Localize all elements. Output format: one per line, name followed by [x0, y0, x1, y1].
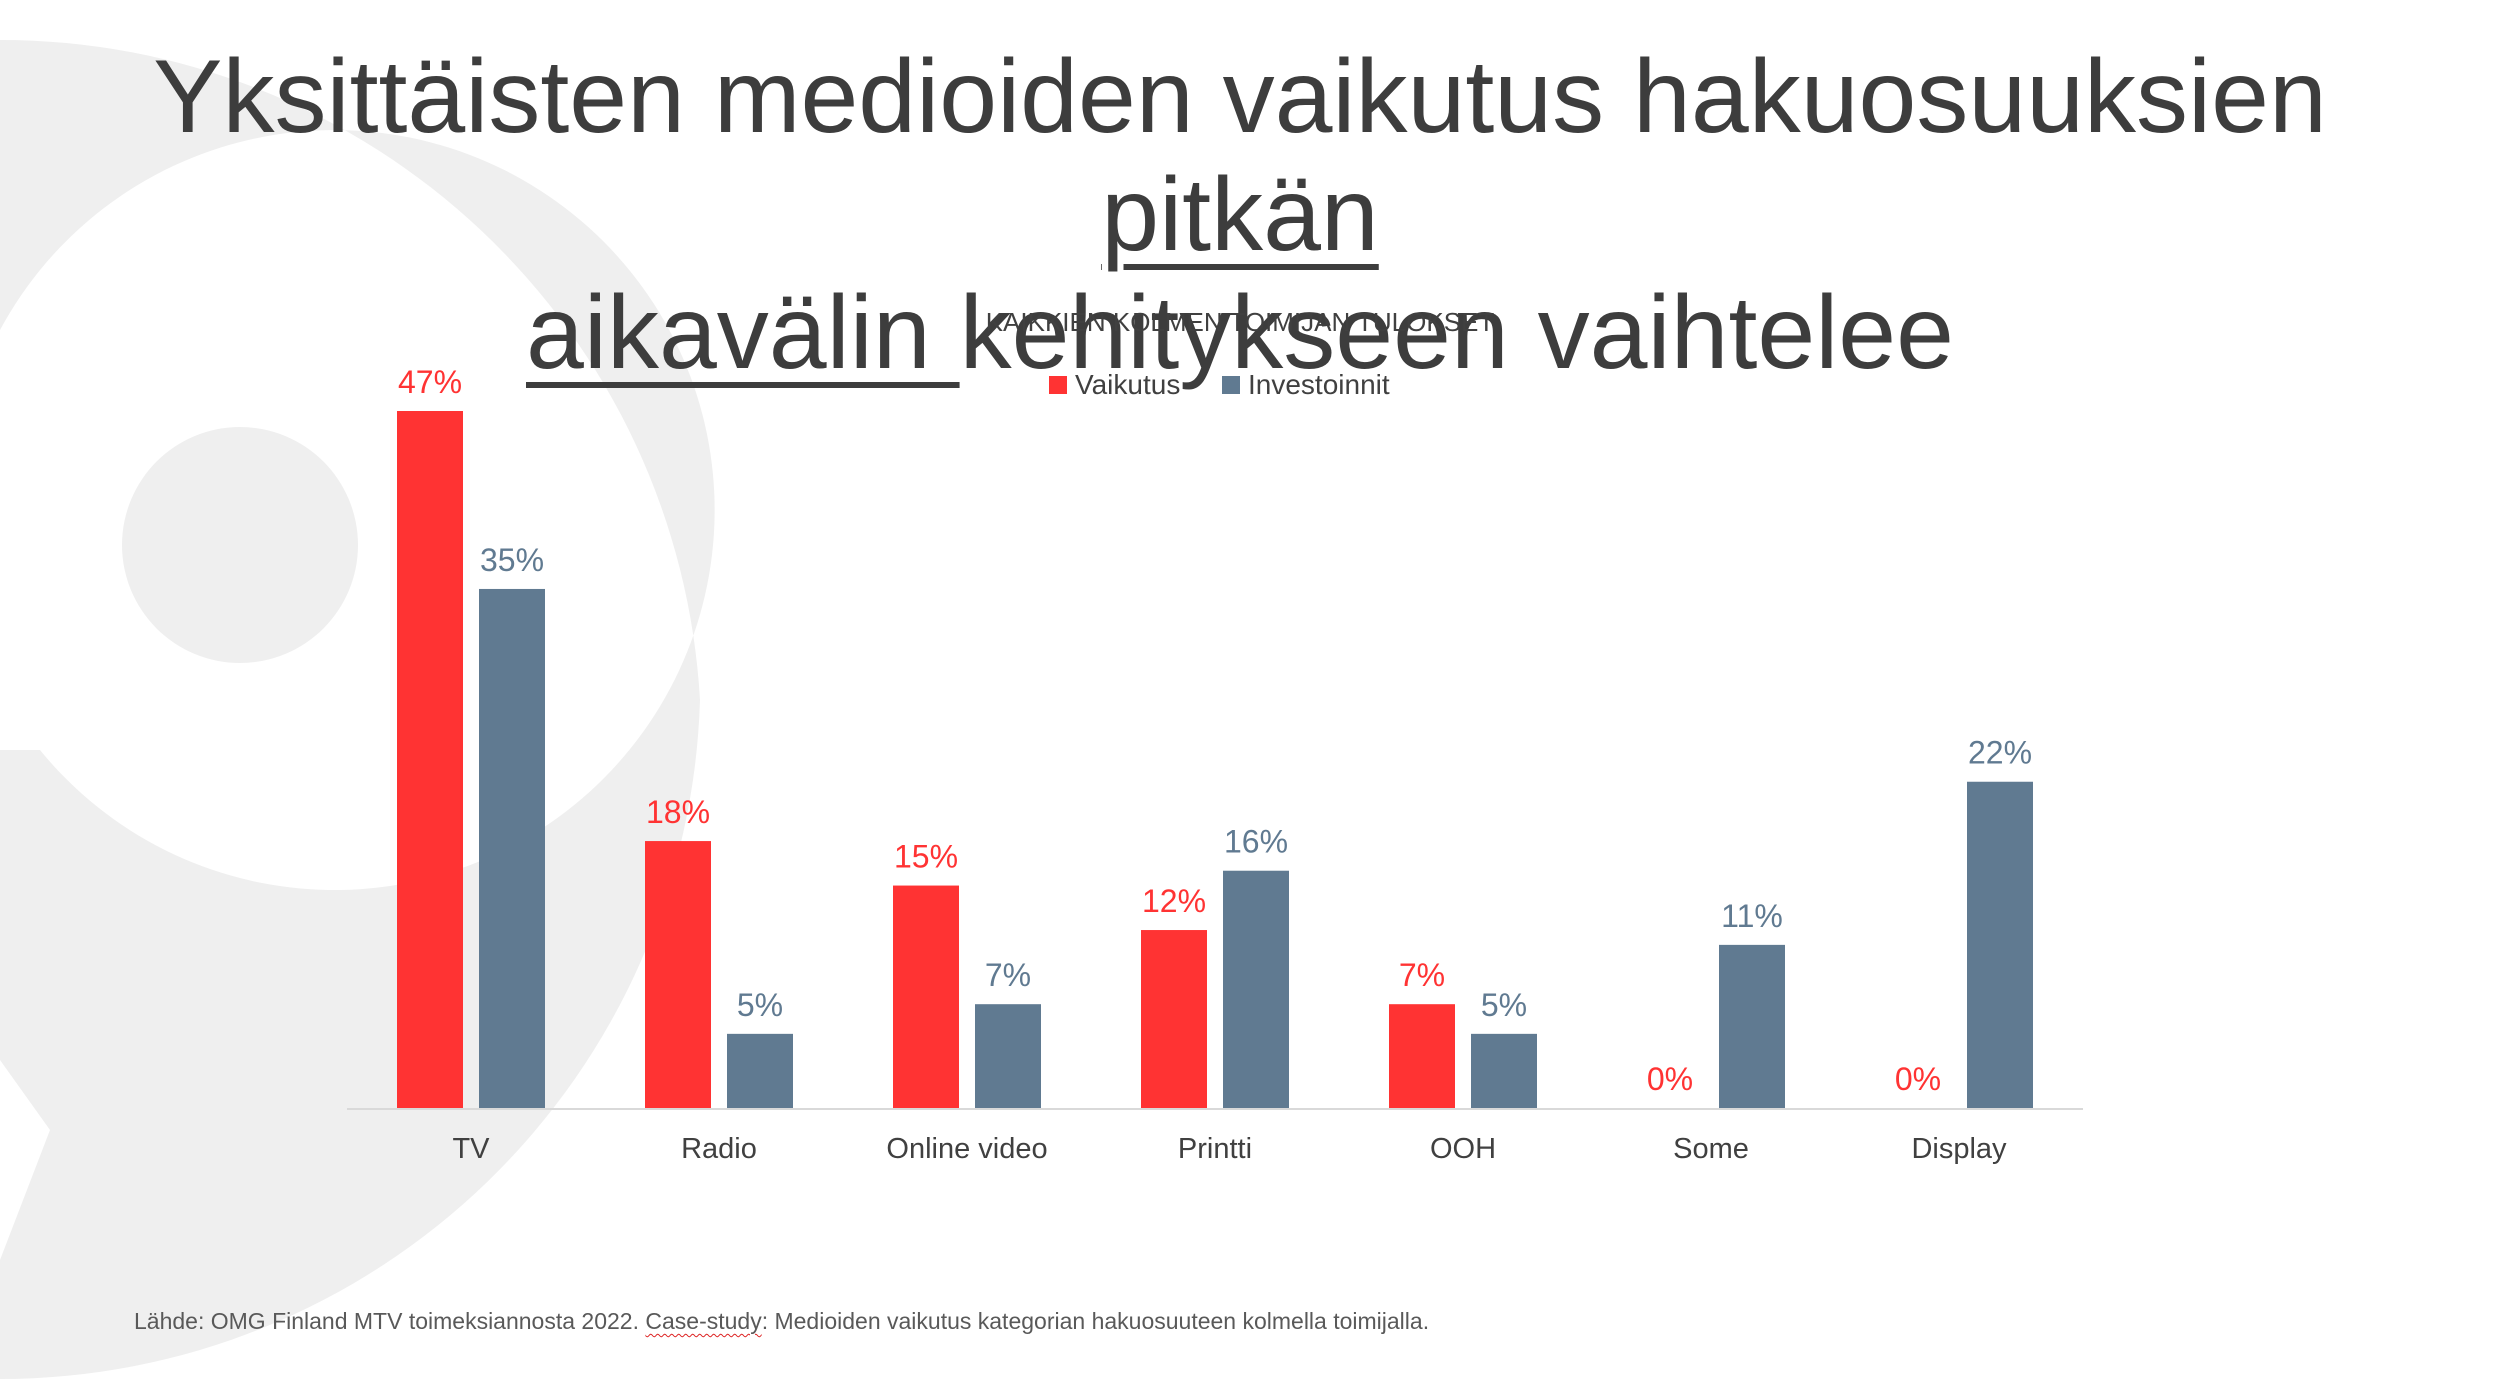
legend-label-investoinnit: Investoinnit: [1248, 369, 1390, 400]
bar-investoinnit-1: [479, 588, 545, 1108]
bar-investoinnit-5: [1471, 1033, 1537, 1108]
bar-investoinnit-4: [1223, 870, 1289, 1108]
legend-swatch-vaikutus: [1049, 376, 1067, 394]
x-tick-label-6: Some: [1673, 1133, 1749, 1165]
footnote-prefix: Lähde: OMG Finland MTV toimeksiannosta 2…: [134, 1308, 646, 1334]
title-text-2: kehitykseen vaihtelee: [959, 275, 1954, 391]
bar-investoinnit-3: [975, 1004, 1041, 1108]
x-tick-label-1: TV: [452, 1133, 490, 1165]
data-label-vaikutus-5: 7%: [1399, 957, 1445, 993]
bar-vaikutus-5: [1389, 1004, 1455, 1108]
source-footnote: Lähde: OMG Finland MTV toimeksiannosta 2…: [134, 1308, 1429, 1335]
data-label-vaikutus-3: 15%: [894, 839, 958, 875]
data-label-vaikutus-1: 47%: [398, 364, 462, 400]
data-label-vaikutus-4: 12%: [1142, 883, 1206, 919]
data-label-investoinnit-3: 7%: [985, 957, 1031, 993]
bar-vaikutus-3: [893, 885, 959, 1108]
x-tick-label-7: Display: [1911, 1133, 2007, 1165]
x-tick-label-3: Online video: [886, 1133, 1047, 1165]
footnote-suffix: : Medioiden vaikutus kategorian hakuosuu…: [761, 1308, 1430, 1334]
data-label-investoinnit-4: 16%: [1224, 824, 1288, 860]
data-label-investoinnit-7: 22%: [1968, 735, 2032, 771]
data-label-investoinnit-5: 5%: [1481, 987, 1527, 1023]
legend-label-vaikutus: Vaikutus: [1075, 369, 1180, 400]
x-tick-label-5: OOH: [1430, 1133, 1496, 1165]
data-label-vaikutus-6: 0%: [1647, 1061, 1693, 1097]
data-label-investoinnit-6: 11%: [1721, 898, 1783, 934]
x-tick-label-2: Radio: [681, 1133, 757, 1165]
data-label-investoinnit-1: 35%: [480, 542, 544, 578]
legend-swatch-investoinnit: [1222, 376, 1240, 394]
footnote-flagged-word: Case-study: [645, 1308, 762, 1334]
x-tick-label-4: Printti: [1178, 1133, 1252, 1165]
bar-investoinnit-6: [1719, 944, 1785, 1108]
slide-title: Yksittäisten medioiden vaikutus hakuosuu…: [60, 38, 2420, 392]
bar-vaikutus-2: [645, 841, 711, 1108]
bar-vaikutus-1: [397, 411, 463, 1108]
chart-title: KAIKKIEN KOLMEN TOIMIJAN TULOKSET: [986, 307, 1495, 337]
bar-investoinnit-7: [1967, 781, 2033, 1108]
decor-dot: [122, 427, 358, 663]
data-label-vaikutus-7: 0%: [1895, 1061, 1941, 1097]
data-label-investoinnit-2: 5%: [737, 987, 783, 1023]
bar-investoinnit-2: [727, 1033, 793, 1108]
plot-area: 47% 35% TV 18% 5% Radio 15% 7% Online video 12% 16…: [347, 364, 2083, 1165]
legend: Vaikutus Investoinnit: [1049, 369, 1390, 400]
bar-vaikutus-4: [1141, 930, 1207, 1108]
title-text-1: Yksittäisten medioiden vaikutus hakuosuu…: [153, 39, 2327, 155]
data-label-vaikutus-2: 18%: [646, 794, 710, 830]
title-underlined-2: aikavälin: [526, 275, 960, 391]
title-underlined-1: pitkän: [1101, 157, 1379, 273]
